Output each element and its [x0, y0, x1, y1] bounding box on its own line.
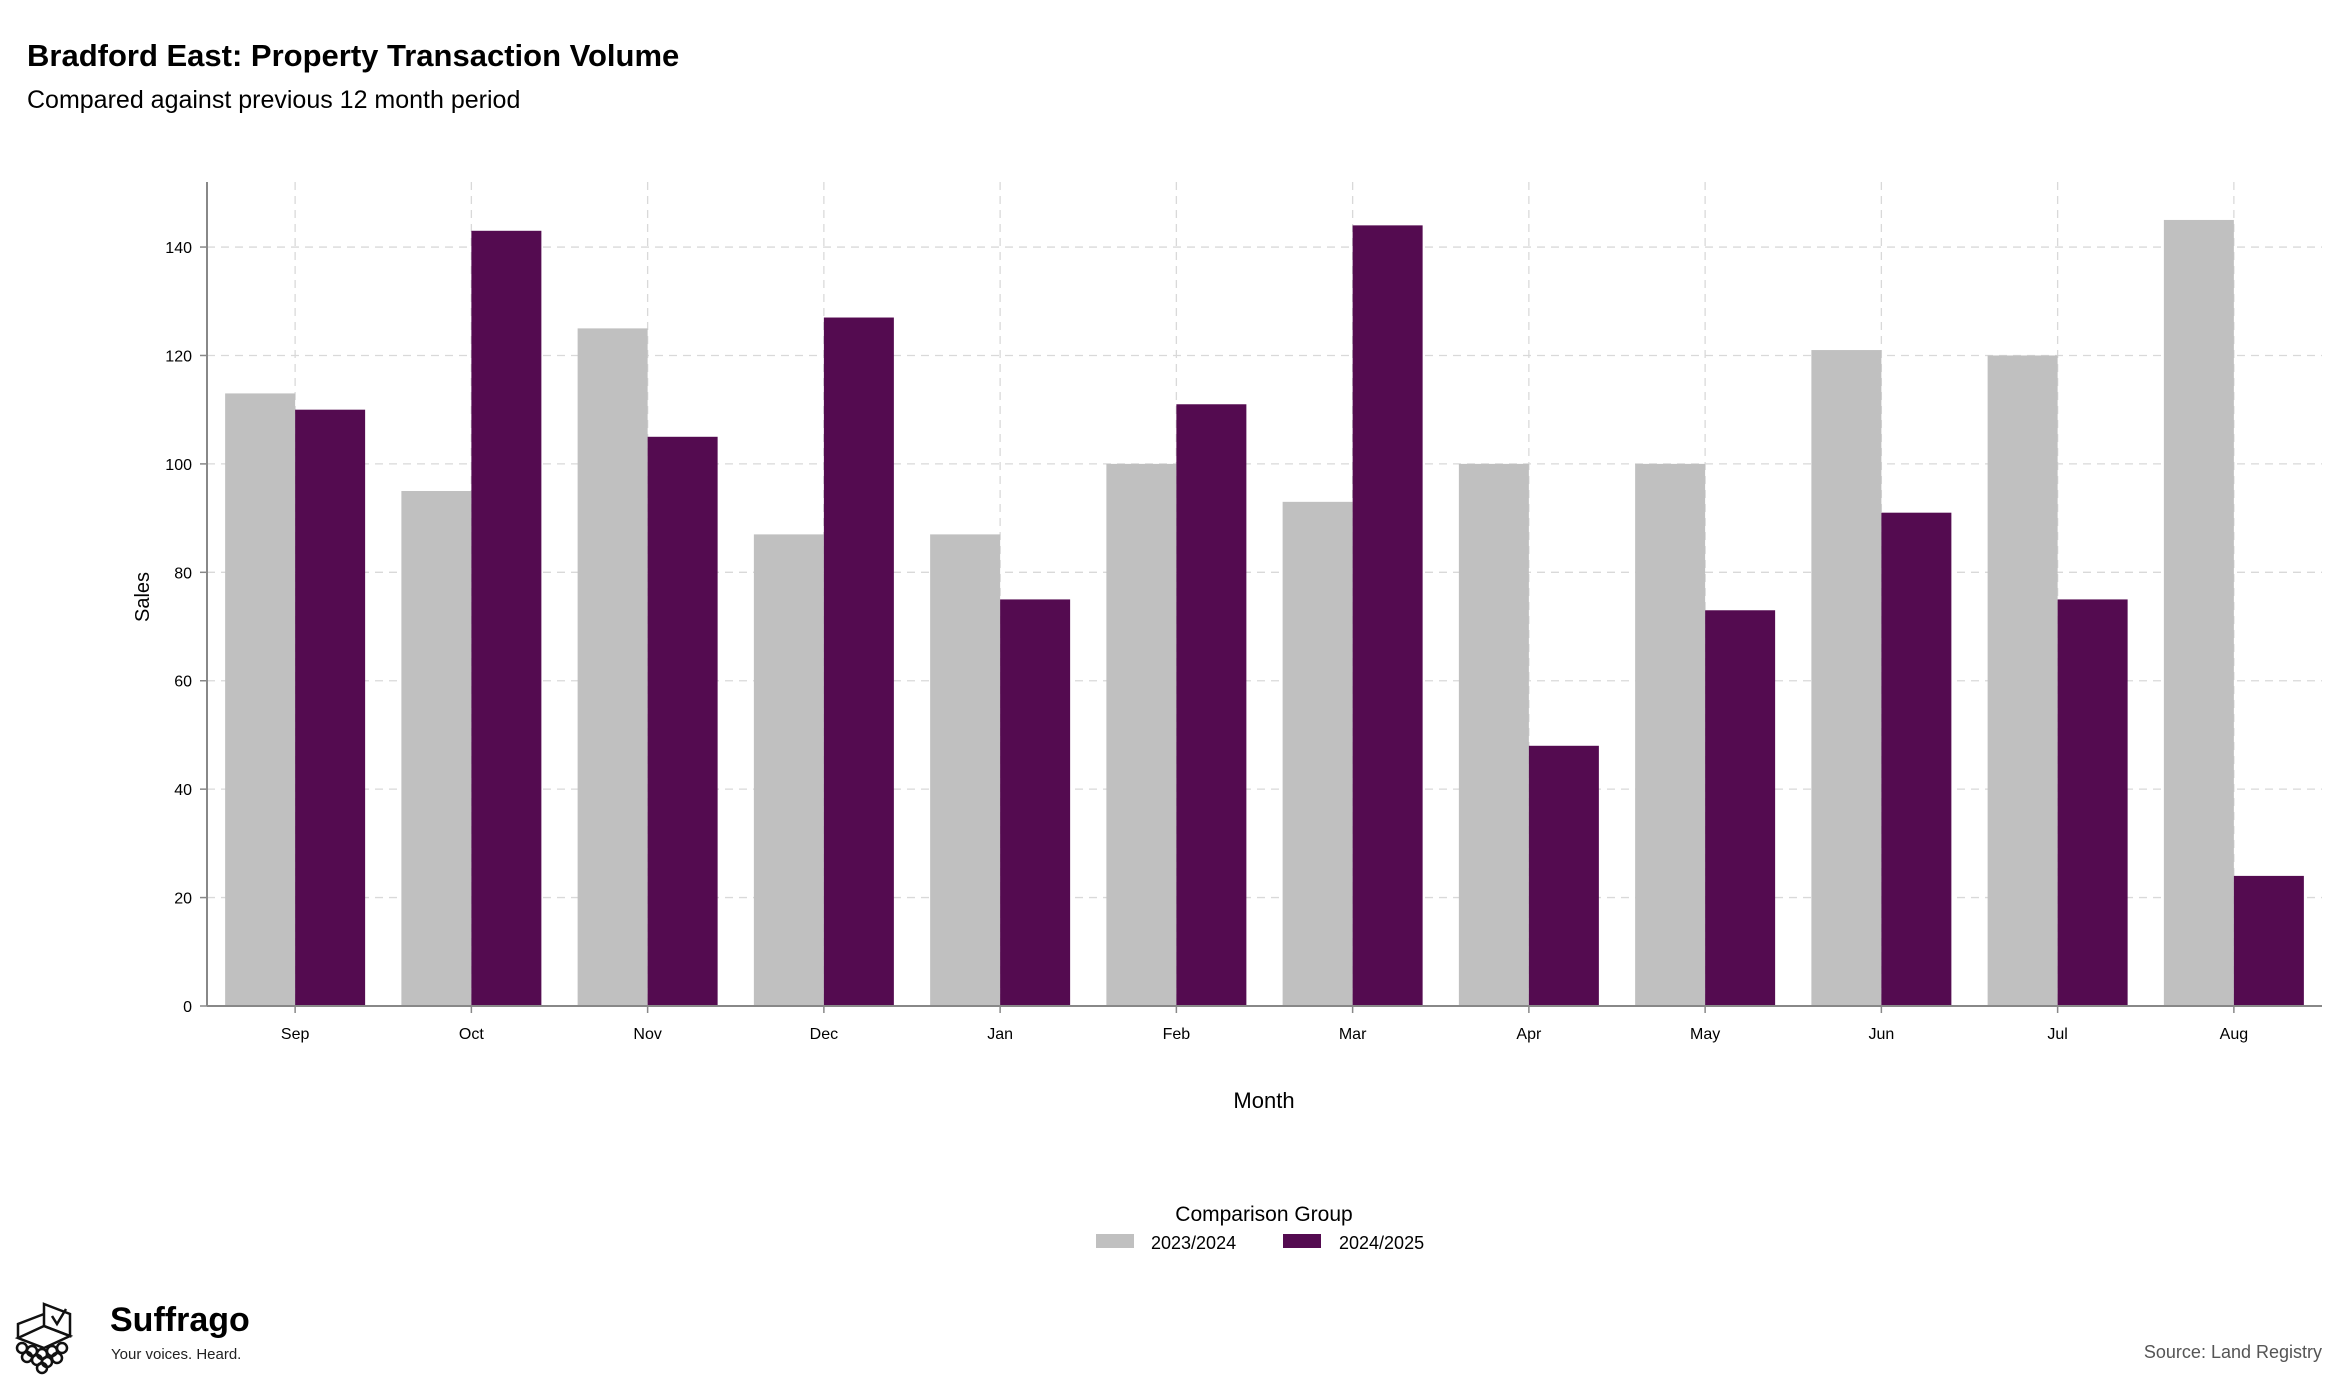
y-tick-label: 80 [174, 565, 192, 582]
bar-2024-2025-sep [295, 409, 366, 1006]
bar-2023-2024-sep [225, 393, 296, 1007]
axes [200, 182, 2322, 1013]
x-tick-label: Feb [1163, 1026, 1191, 1043]
bar-2023-2024-feb [1106, 463, 1177, 1006]
bar-2024-2025-aug [2233, 875, 2304, 1006]
x-tick-label: Aug [2220, 1026, 2248, 1043]
bar-2024-2025-mar [1352, 225, 1423, 1007]
chart-title: Bradford East: Property Transaction Volu… [27, 38, 680, 73]
bar-2023-2024-jul [1987, 355, 2058, 1006]
bar-2024-2025-oct [471, 230, 542, 1006]
bar-2024-2025-jul [2057, 599, 2128, 1006]
y-tick-label: 100 [165, 457, 192, 474]
legend-swatch-2023-2024 [1096, 1234, 1134, 1248]
y-tick-label: 140 [165, 240, 192, 257]
chart-subtitle: Compared against previous 12 month perio… [27, 86, 521, 114]
y-tick-label: 0 [183, 999, 192, 1016]
legend-title: Comparison Group [1175, 1203, 1352, 1226]
bar-2023-2024-may [1635, 463, 1706, 1006]
bars [225, 219, 2304, 1007]
brand-name: Suffrago [110, 1301, 250, 1339]
source-note: Source: Land Registry [2143, 1342, 2322, 1362]
x-tick-label: May [1690, 1026, 1720, 1043]
x-tick-label: Jan [987, 1026, 1013, 1043]
bar-2023-2024-nov [577, 328, 648, 1006]
bar-2023-2024-oct [401, 491, 472, 1006]
x-tick-label: Mar [1339, 1026, 1367, 1043]
x-tick-label: Nov [633, 1026, 661, 1043]
legend-label-2023-2024: 2023/2024 [1151, 1233, 1236, 1253]
brand-tagline: Your voices. Heard. [111, 1346, 242, 1363]
bar-2023-2024-aug [2163, 219, 2234, 1006]
y-tick-label: 60 [174, 674, 192, 691]
x-tick-label: Jun [1868, 1026, 1894, 1043]
x-tick-label: Oct [459, 1026, 484, 1043]
bar-2024-2025-jan [1000, 599, 1071, 1006]
y-tick-label: 20 [174, 891, 192, 908]
bar-chart: 0 20 40 60 80 100 120 140 Sep Oct Nov Dec Jan Feb Mar A… [132, 182, 2322, 1253]
bar-2024-2025-may [1705, 610, 1776, 1006]
legend-label-2024-2025: 2024/2025 [1339, 1233, 1424, 1253]
legend: Comparison Group 2023/2024 2024/2025 [1096, 1203, 1424, 1253]
bar-2024-2025-apr [1528, 745, 1599, 1006]
bar-2023-2024-jun [1811, 350, 1882, 1007]
y-tick-label: 120 [165, 348, 192, 365]
ballot-box-logo-icon [14, 1302, 74, 1375]
x-tick-label: Dec [810, 1026, 838, 1043]
bar-2024-2025-nov [647, 436, 718, 1007]
bar-2024-2025-jun [1881, 512, 1952, 1006]
y-axis-label: Sales [132, 572, 154, 622]
bar-2023-2024-jan [930, 534, 1001, 1006]
bar-2024-2025-feb [1176, 404, 1247, 1006]
bar-2024-2025-dec [823, 317, 894, 1006]
y-tick-label: 40 [174, 782, 192, 799]
legend-swatch-2024-2025 [1283, 1234, 1321, 1248]
x-axis-label: Month [1233, 1088, 1294, 1113]
bar-2023-2024-apr [1458, 463, 1529, 1006]
bar-2023-2024-mar [1282, 501, 1353, 1006]
x-tick-label: Jul [2047, 1026, 2067, 1043]
x-tick-label: Sep [281, 1026, 310, 1043]
tick-labels: 0 20 40 60 80 100 120 140 Sep Oct Nov Dec Jan Feb Mar A… [165, 240, 2248, 1043]
x-tick-label: Apr [1516, 1026, 1542, 1043]
bar-2023-2024-dec [753, 534, 824, 1006]
